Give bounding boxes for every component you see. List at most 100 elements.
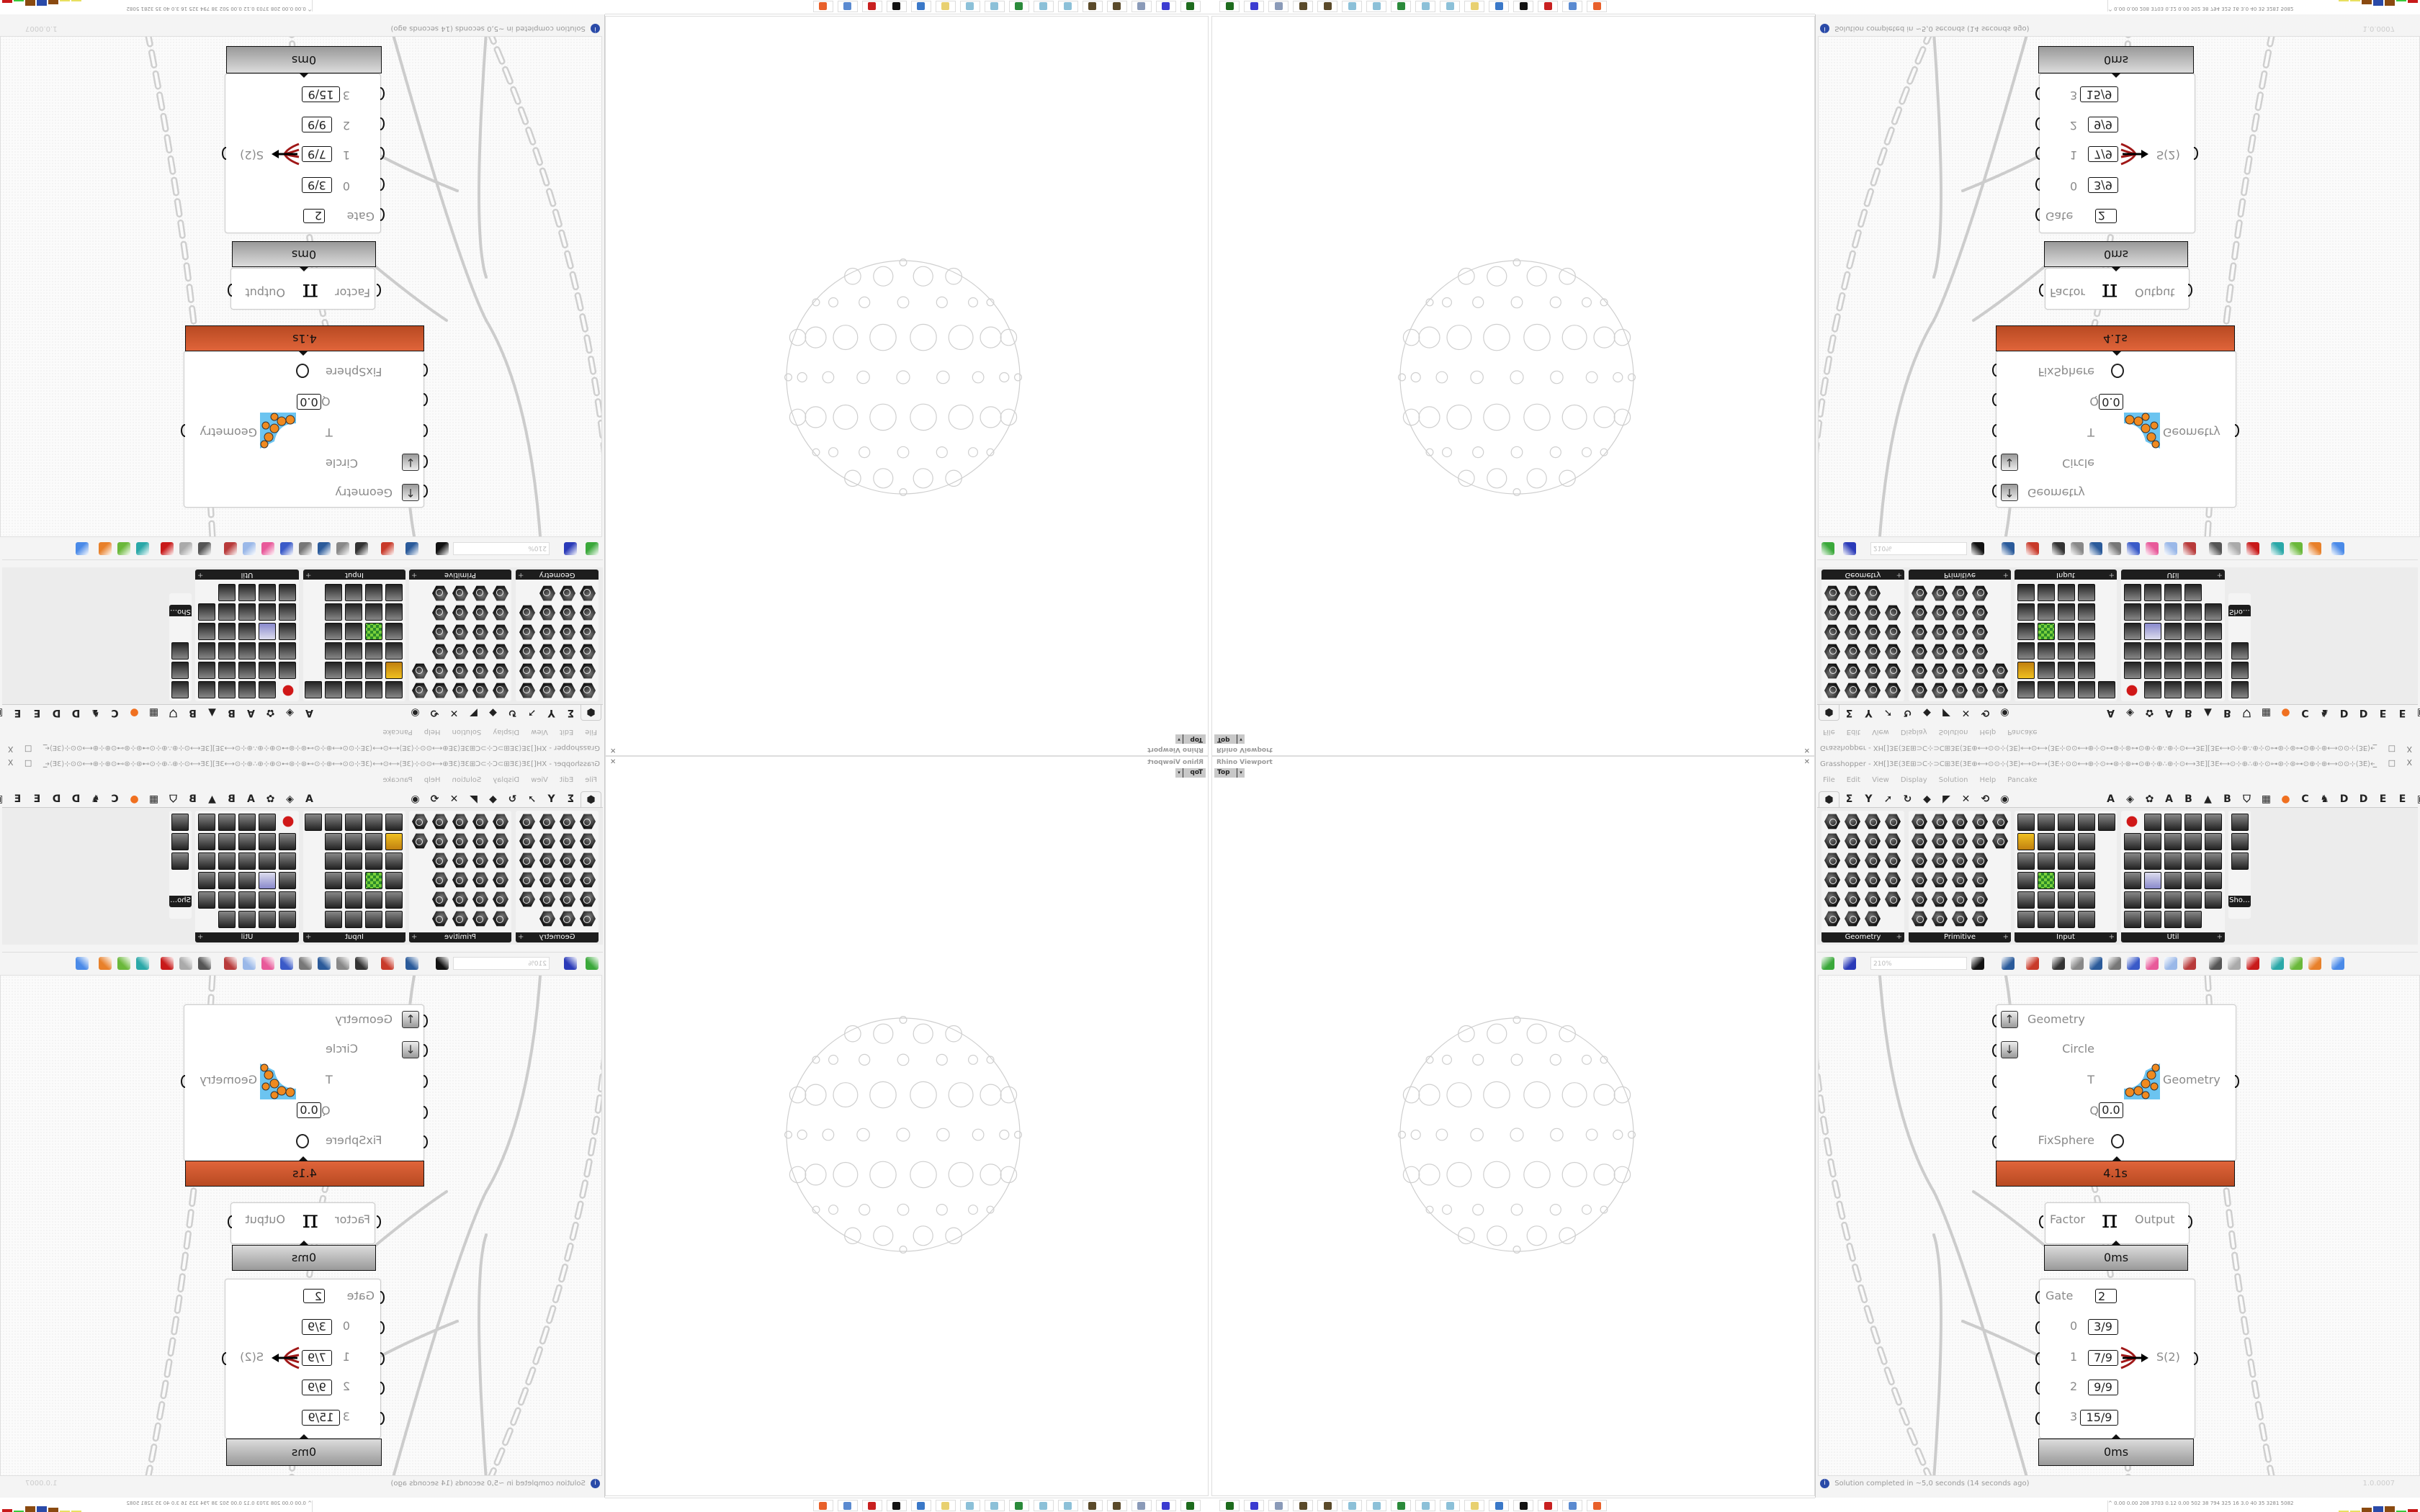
tab-grid[interactable]: ▦ xyxy=(2261,793,2272,805)
search-icon[interactable] xyxy=(280,957,293,970)
tab-mesh[interactable]: ◤ xyxy=(470,793,478,805)
component-icon[interactable] xyxy=(1824,852,1840,868)
input-port[interactable] xyxy=(2039,1215,2043,1228)
component-icon[interactable] xyxy=(1932,683,1948,698)
component-icon[interactable] xyxy=(2205,662,2222,679)
search-icon[interactable] xyxy=(2127,542,2140,555)
tab-e[interactable]: E xyxy=(2379,707,2387,719)
row-value[interactable]: 7/9 xyxy=(302,1350,332,1366)
tab-orange[interactable]: ● xyxy=(130,793,139,805)
component-icon[interactable] xyxy=(2038,872,2055,889)
zoom-input[interactable]: 210% xyxy=(1870,957,1967,970)
component-icon[interactable] xyxy=(472,683,488,698)
remote-desktop-icon[interactable] xyxy=(1489,1,1509,12)
tab-surface[interactable]: ◆ xyxy=(1923,793,1931,805)
tab-maths[interactable]: Σ xyxy=(1845,793,1853,805)
tab-params[interactable]: ⬢ xyxy=(581,705,601,721)
component-icon[interactable] xyxy=(432,852,448,868)
component-icon[interactable] xyxy=(1824,833,1840,849)
component-icon[interactable] xyxy=(1992,663,2008,679)
component-icon[interactable] xyxy=(2124,872,2141,889)
component-icon[interactable] xyxy=(1932,663,1948,679)
gate-value[interactable]: 2 xyxy=(2095,209,2117,223)
component-icon[interactable] xyxy=(2078,814,2095,831)
menu-view[interactable]: View xyxy=(1872,776,1889,784)
component-icon[interactable] xyxy=(2144,584,2161,601)
component-icon[interactable] xyxy=(2231,852,2249,870)
component-icon[interactable] xyxy=(259,911,276,928)
component-icon[interactable] xyxy=(218,872,236,889)
component-icon[interactable] xyxy=(365,681,382,698)
gha-icon[interactable] xyxy=(318,957,331,970)
menu-edit[interactable]: Edit xyxy=(1846,776,1861,784)
tab-mountain[interactable]: ▲ xyxy=(2204,707,2212,719)
tab-mountain[interactable]: ▲ xyxy=(208,793,216,805)
email-icon[interactable] xyxy=(336,957,349,970)
component-icon[interactable] xyxy=(539,852,555,868)
preview-eye-icon[interactable] xyxy=(405,957,418,970)
component-icon[interactable] xyxy=(1972,683,1988,698)
component-icon[interactable] xyxy=(432,891,448,907)
component-icon[interactable] xyxy=(385,852,403,870)
tab-gem[interactable]: ◈ xyxy=(286,707,294,719)
component-icon[interactable] xyxy=(493,644,508,660)
component-icon[interactable] xyxy=(1932,891,1948,907)
component-icon[interactable] xyxy=(171,852,189,870)
notepad-icon-4[interactable] xyxy=(1440,1,1460,12)
component-icon[interactable] xyxy=(560,872,575,888)
tab-curve[interactable]: ↻ xyxy=(1903,793,1912,805)
panel-label[interactable]: Sho… xyxy=(2228,605,2251,616)
component-icon[interactable] xyxy=(2058,852,2075,870)
component-icon[interactable] xyxy=(580,644,596,660)
expand-panel-icon[interactable]: + xyxy=(2108,571,2115,579)
component-icon[interactable] xyxy=(1885,605,1901,621)
component-icon[interactable] xyxy=(432,644,448,660)
chevron-down-icon[interactable]: ▾ xyxy=(1175,768,1183,778)
close-icon[interactable]: ✕ xyxy=(610,746,617,754)
tab-d2[interactable]: D xyxy=(52,793,61,805)
component-icon[interactable] xyxy=(1865,683,1881,698)
panel-label[interactable]: Sho… xyxy=(2228,896,2251,907)
component-icon[interactable] xyxy=(580,814,596,829)
green-shape-icon[interactable] xyxy=(117,957,130,970)
menu-file[interactable]: File xyxy=(1823,728,1835,736)
save-file-icon[interactable] xyxy=(564,542,577,555)
component-icon[interactable] xyxy=(1865,644,1881,660)
row-value[interactable]: 15/9 xyxy=(302,86,340,102)
floppy-64-icon[interactable] xyxy=(1156,1500,1176,1511)
component-icon[interactable] xyxy=(218,623,236,640)
component-icon[interactable] xyxy=(325,603,342,621)
component-icon[interactable] xyxy=(218,891,236,909)
tab-frame[interactable]: ▣ xyxy=(2412,791,2420,807)
component-icon[interactable] xyxy=(2164,872,2182,889)
system-monitor-icon[interactable] xyxy=(1009,1,1029,12)
component-icon[interactable] xyxy=(560,891,575,907)
component-icon[interactable] xyxy=(472,852,488,868)
component-icon[interactable] xyxy=(539,814,555,829)
menu-display[interactable]: Display xyxy=(1900,776,1927,784)
component-icon[interactable] xyxy=(385,623,403,640)
menu-pancake[interactable]: Pancake xyxy=(382,728,413,736)
input-port[interactable] xyxy=(2035,1352,2040,1365)
component-icon[interactable] xyxy=(1845,833,1860,849)
component-icon[interactable] xyxy=(259,662,276,679)
email-icon[interactable] xyxy=(2071,542,2084,555)
component-icon[interactable] xyxy=(493,814,508,829)
component-icon[interactable] xyxy=(2017,852,2035,870)
component-icon[interactable] xyxy=(2078,852,2095,870)
component-icon[interactable] xyxy=(519,683,535,698)
component-icon[interactable] xyxy=(452,814,468,829)
open-file-icon[interactable] xyxy=(1821,542,1834,555)
component-icon[interactable] xyxy=(1952,814,1968,829)
component-icon[interactable] xyxy=(1865,872,1881,888)
folder-icon[interactable] xyxy=(936,1,956,12)
component-icon[interactable] xyxy=(238,872,256,889)
component-icon[interactable] xyxy=(2038,911,2055,928)
component-icon[interactable] xyxy=(1972,891,1988,907)
wires-icon[interactable] xyxy=(2183,957,2196,970)
wireframe-icon[interactable] xyxy=(179,542,192,555)
component-icon[interactable] xyxy=(171,681,189,698)
component-icon[interactable] xyxy=(539,585,555,601)
component-icon[interactable] xyxy=(238,852,256,870)
component-icon[interactable] xyxy=(1865,585,1881,601)
